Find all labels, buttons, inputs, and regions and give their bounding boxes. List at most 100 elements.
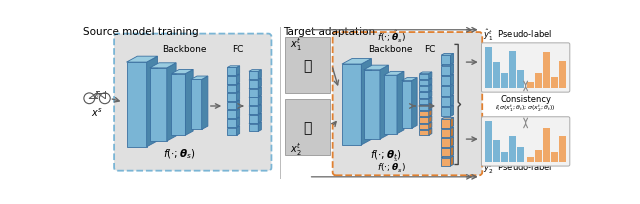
Bar [249,115,259,123]
Polygon shape [451,64,454,75]
Polygon shape [402,78,417,81]
Polygon shape [419,79,432,81]
Bar [419,124,429,129]
Polygon shape [451,156,454,166]
Bar [419,105,429,111]
Text: ⊙: ⊙ [93,93,99,99]
Bar [517,71,524,89]
Polygon shape [237,92,239,101]
FancyBboxPatch shape [285,100,330,155]
Text: $f(\cdot;\boldsymbol{\theta}_t)$: $f(\cdot;\boldsymbol{\theta}_t)$ [370,148,402,162]
FancyBboxPatch shape [481,117,570,166]
Polygon shape [429,79,432,86]
Polygon shape [451,54,454,65]
Polygon shape [451,75,454,86]
Bar [441,97,451,106]
Bar [249,107,259,114]
Polygon shape [429,116,432,123]
Bar [227,102,237,110]
Polygon shape [237,67,239,76]
Polygon shape [451,85,454,96]
Bar [342,65,362,145]
Polygon shape [441,118,454,120]
Bar [402,81,412,129]
Bar [419,118,429,123]
Bar [441,129,451,137]
Polygon shape [429,110,432,117]
Polygon shape [227,101,239,102]
Bar [227,94,237,101]
Text: FC: FC [424,45,436,54]
Bar [517,147,524,162]
Bar [249,81,259,88]
Polygon shape [419,116,432,118]
Bar [150,69,167,141]
Bar [419,130,429,136]
Polygon shape [249,79,261,81]
Bar [172,74,186,136]
Bar [227,85,237,93]
Polygon shape [249,88,261,89]
Bar [501,73,508,89]
Bar [441,148,451,157]
Polygon shape [249,70,261,72]
Bar [249,98,259,106]
Bar [441,66,451,75]
Polygon shape [237,101,239,110]
Bar [527,157,534,162]
Polygon shape [419,98,432,99]
Polygon shape [172,70,193,74]
Bar [249,124,259,132]
Text: $f(\cdot;\boldsymbol{\theta}_s)$: $f(\cdot;\boldsymbol{\theta}_s)$ [163,146,196,160]
Bar [441,158,451,166]
Text: $x_1^t$: $x_1^t$ [290,36,301,53]
Polygon shape [127,57,157,63]
Polygon shape [429,98,432,104]
Polygon shape [227,126,239,128]
Bar [191,80,202,130]
Text: Target adaptation: Target adaptation [283,27,375,37]
Polygon shape [249,114,261,115]
Bar [364,70,380,139]
Text: FC: FC [232,45,243,54]
Text: $f(\cdot;\hat{\boldsymbol{\theta}}_s)$: $f(\cdot;\hat{\boldsymbol{\theta}}_s)$ [377,28,406,44]
Bar [441,87,451,96]
Text: $f(\cdot;\hat{\boldsymbol{\theta}}_s)$: $f(\cdot;\hat{\boldsymbol{\theta}}_s)$ [377,158,406,174]
Polygon shape [147,57,157,147]
Text: 🚲: 🚲 [303,120,312,134]
Bar [493,140,500,162]
Bar [227,77,237,84]
Bar [249,72,259,80]
Bar [441,76,451,86]
Polygon shape [441,96,454,97]
Text: $\hat{y}_2^t$  Pseudo-label: $\hat{y}_2^t$ Pseudo-label [483,160,552,175]
Polygon shape [429,104,432,111]
Polygon shape [419,73,432,74]
Polygon shape [237,109,239,119]
Text: $x^s$: $x^s$ [91,106,103,119]
Polygon shape [227,75,239,77]
Bar [543,53,550,89]
Bar [485,48,492,89]
Polygon shape [419,91,432,93]
Bar [551,153,557,162]
Polygon shape [441,127,454,129]
Polygon shape [451,127,454,137]
Polygon shape [227,118,239,119]
Polygon shape [150,63,176,69]
Polygon shape [429,91,432,98]
Polygon shape [451,118,454,128]
Polygon shape [237,75,239,84]
Bar [535,73,542,89]
Bar [559,136,566,162]
Bar [441,139,451,147]
Bar [441,120,451,128]
Polygon shape [237,126,239,136]
Polygon shape [451,146,454,157]
Polygon shape [227,109,239,111]
Polygon shape [364,66,388,70]
Polygon shape [441,64,454,66]
Polygon shape [429,85,432,92]
Bar [227,119,237,127]
Polygon shape [259,79,261,88]
